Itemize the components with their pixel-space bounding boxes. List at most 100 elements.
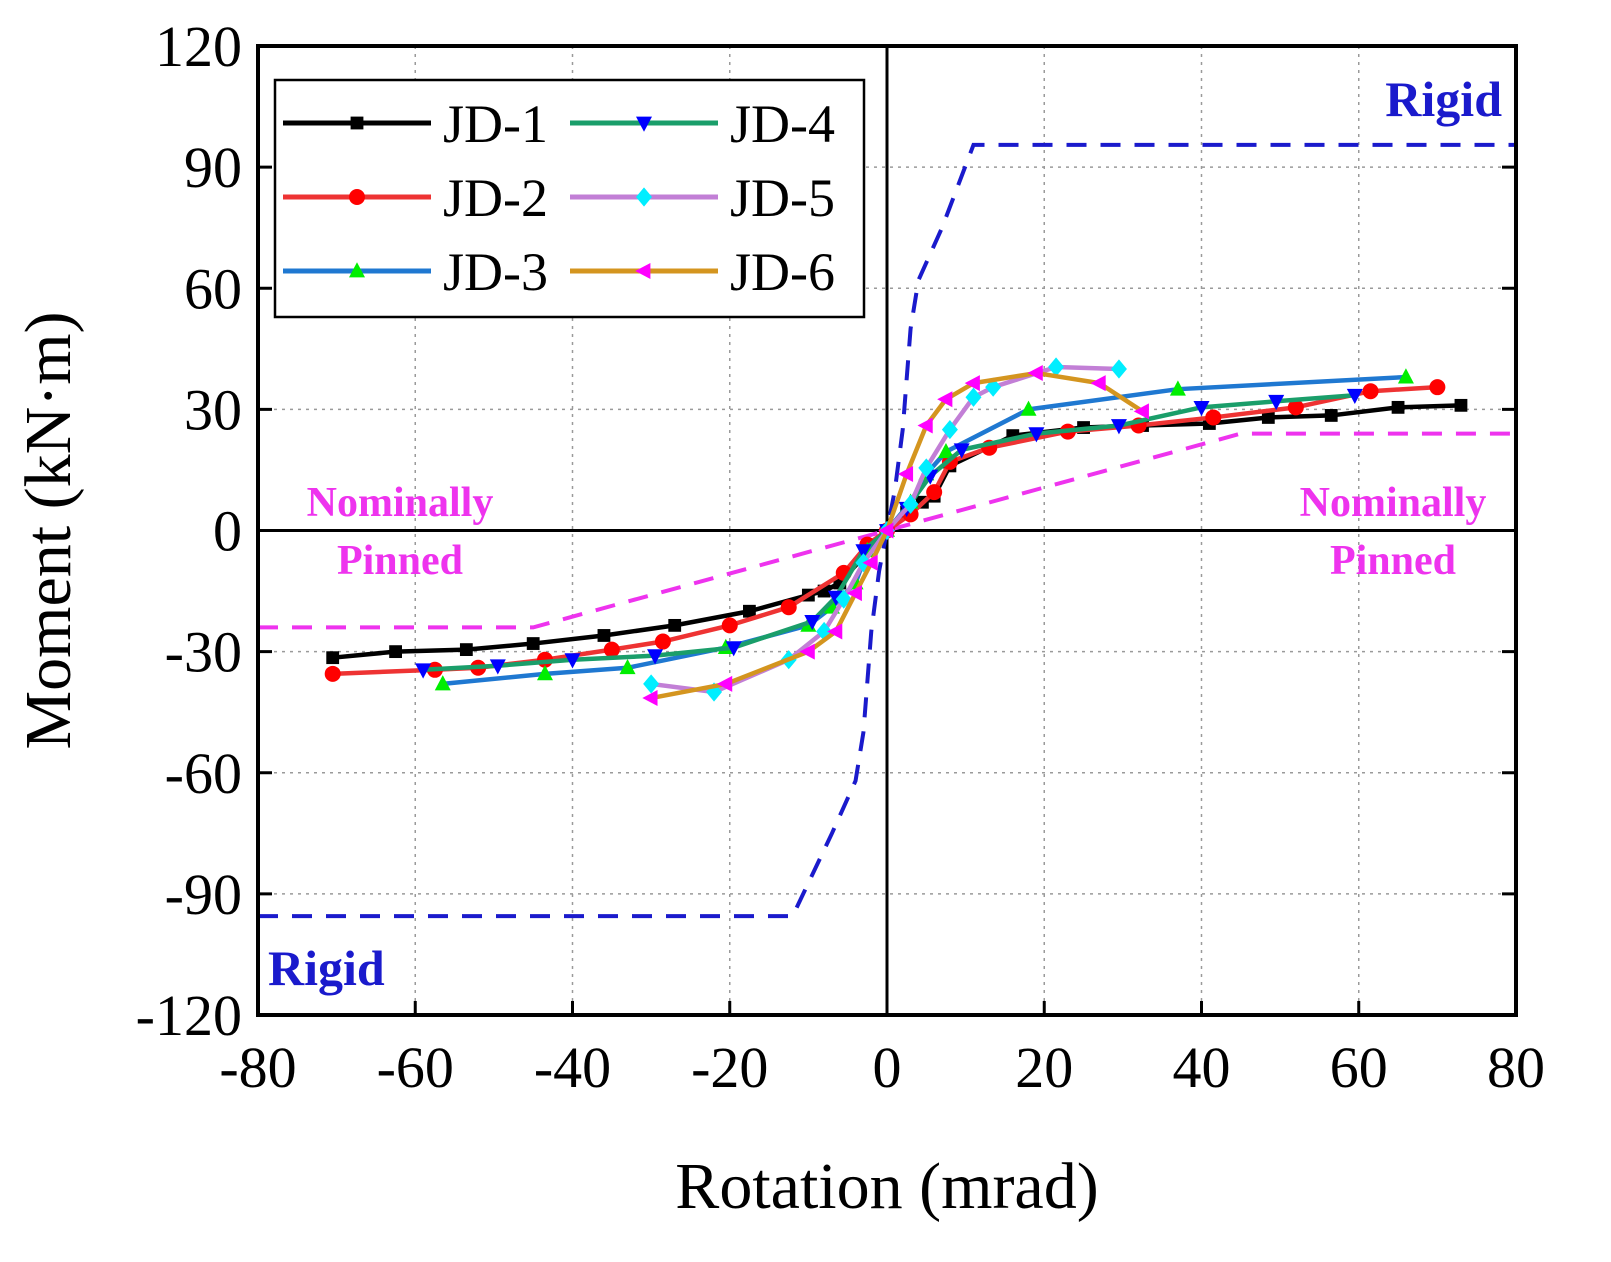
data-point (1268, 394, 1285, 411)
annotations: Rigid Rigid Nominally Pinned Nominally Pinned (268, 71, 1502, 996)
data-point (799, 643, 815, 660)
data-point (1362, 383, 1379, 400)
data-point (1429, 379, 1446, 396)
data-point (636, 116, 652, 132)
data-point (780, 599, 797, 616)
y-tick-label: -120 (136, 983, 242, 1048)
data-point (1261, 411, 1275, 424)
data-point (434, 675, 451, 691)
data-point (1397, 368, 1414, 384)
legend-item-jd-4: JD-4 (570, 94, 835, 154)
x-tick-label: -60 (377, 1035, 454, 1100)
data-point (326, 651, 340, 665)
y-tick-label: -30 (165, 620, 242, 685)
legend-label: JD-4 (730, 94, 835, 154)
legend: JD-1 JD-2 JD-3 JD-4 JD-5 JD-6 (273, 78, 866, 319)
x-tick-label: 80 (1487, 1035, 1545, 1100)
annotation-line: Pinned (1330, 538, 1456, 584)
legend-item-jd-3: JD-3 (283, 242, 548, 302)
data-point (1391, 400, 1405, 414)
annotation-nominally-pinned: Nominally Pinned (1300, 480, 1487, 584)
annotation-line: Pinned (337, 538, 463, 584)
data-point (827, 623, 843, 640)
data-point (1133, 403, 1149, 420)
data-point (725, 641, 742, 657)
data-point (855, 544, 872, 560)
data-point (953, 443, 970, 459)
data-point (1205, 409, 1222, 426)
data-point (603, 641, 620, 658)
data-point (937, 391, 953, 408)
x-tick-label: -40 (534, 1035, 611, 1100)
x-tick-label: -20 (691, 1035, 768, 1100)
data-point (937, 442, 954, 459)
annotation-rigid: Rigid (1385, 71, 1502, 127)
data-point (1169, 380, 1186, 396)
data-point (1287, 399, 1304, 416)
y-tick-label: 60 (184, 256, 242, 321)
data-point (647, 649, 664, 665)
data-point (804, 614, 821, 631)
y-tick-label: 120 (155, 14, 242, 79)
data-point (349, 189, 365, 205)
data-point (1346, 388, 1363, 405)
data-point (415, 663, 432, 679)
axis-ticks: -80 -60 -40 -20 0 20 40 60 80 -120 -90 -60 -30 0 30 60 9… (136, 14, 1545, 1100)
legend-item-jd-2: JD-2 (283, 168, 548, 228)
data-point (1020, 400, 1037, 416)
annotation-line: Nominally (1300, 480, 1487, 526)
x-axis-title: Rotation (mrad) (675, 1150, 1098, 1223)
legend-item-jd-6: JD-6 (570, 242, 835, 302)
series-jd-6 (642, 365, 1149, 707)
data-point (597, 629, 611, 642)
data-point (1110, 359, 1127, 379)
data-point (1090, 375, 1106, 392)
x-tick-label: 60 (1330, 1035, 1388, 1100)
data-point (643, 674, 660, 694)
data-point (1048, 357, 1065, 377)
data-point (668, 618, 682, 632)
legend-label: JD-5 (730, 168, 835, 228)
data-point (926, 484, 943, 501)
data-point (917, 417, 933, 434)
legend-label: JD-2 (443, 168, 548, 228)
annotation-rigid: Rigid (268, 940, 385, 996)
data-point (941, 419, 958, 440)
data-point (902, 494, 919, 514)
x-tick-label: 20 (1015, 1035, 1073, 1100)
legend-label: JD-1 (443, 94, 548, 154)
data-point (642, 690, 658, 707)
annotation-nominally-pinned: Nominally Pinned (307, 480, 494, 584)
x-tick-label: 0 (873, 1035, 902, 1100)
data-point (965, 387, 982, 407)
data-point (878, 522, 894, 539)
data-point (489, 659, 506, 675)
data-point (1324, 409, 1338, 422)
legend-label: JD-3 (443, 242, 548, 302)
x-tick-label: -80 (219, 1035, 296, 1100)
data-point (536, 665, 553, 681)
x-tick-label: 40 (1173, 1035, 1231, 1100)
data-point (459, 643, 473, 657)
data-series (324, 357, 1468, 707)
reference-line-nominally-pinned (258, 431, 1516, 630)
data-point (1027, 365, 1043, 382)
data-point (636, 187, 652, 207)
data-point (846, 585, 862, 602)
y-tick-label: -60 (165, 741, 242, 806)
data-point (897, 465, 914, 482)
data-point (1028, 427, 1045, 443)
data-point (564, 653, 581, 669)
data-point (964, 375, 980, 392)
data-point (619, 658, 636, 675)
y-tick-label: -90 (165, 862, 242, 927)
data-point (717, 675, 733, 692)
data-point (1454, 398, 1468, 412)
data-point (635, 263, 651, 279)
y-tick-label: 90 (184, 135, 242, 200)
data-point (918, 458, 935, 478)
legend-item-jd-5: JD-5 (570, 168, 835, 228)
data-point (526, 637, 540, 650)
data-point (985, 377, 1002, 397)
